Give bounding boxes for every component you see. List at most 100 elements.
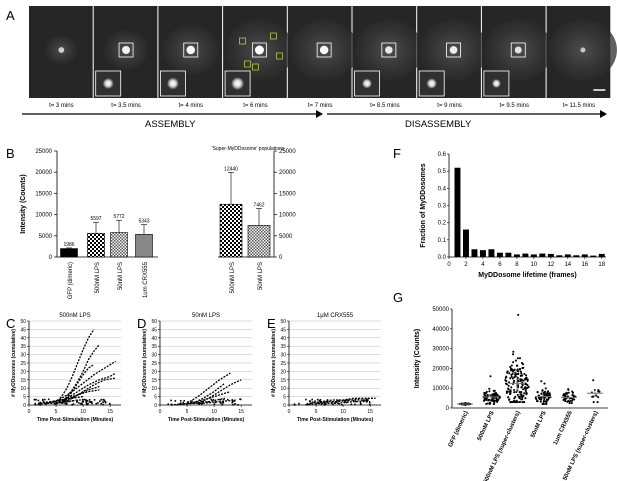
data-label: 5343 xyxy=(138,219,149,225)
series-line xyxy=(50,360,116,404)
bar xyxy=(60,248,78,258)
x-tick-label: 10 xyxy=(340,409,346,415)
bar xyxy=(505,252,512,257)
series-point xyxy=(45,403,47,406)
panel-b-bar-chart: 0 5000 10000 15000 20000 25000 Intensity (Coun… xyxy=(20,146,296,299)
data-point xyxy=(516,379,520,382)
series-point xyxy=(210,398,213,401)
x-tick-label: 0 xyxy=(28,409,31,415)
data-point xyxy=(567,391,570,394)
y-tick-label: 5000 xyxy=(39,234,53,240)
y-tick-label: 0.4 xyxy=(438,186,447,192)
y-tick-label: 0 xyxy=(446,406,450,412)
series-point xyxy=(357,398,360,400)
roi-box xyxy=(381,42,397,58)
frame-time-label: t= 3.5 mins xyxy=(111,103,141,109)
series-point xyxy=(226,398,229,401)
y-tick-label: 25 xyxy=(280,361,286,367)
data-point xyxy=(523,401,526,404)
series-point xyxy=(39,401,42,404)
series-point xyxy=(354,398,357,401)
bar xyxy=(590,255,597,257)
panel-a-image-strip: t= 3 mins t= 3.5 mins t= 4 mins t= 6 mins t=… xyxy=(29,6,617,109)
series-point xyxy=(221,402,224,404)
data-point xyxy=(525,393,528,396)
data-point xyxy=(535,398,538,401)
roi-box xyxy=(118,42,134,58)
data-point xyxy=(564,398,567,401)
series-point xyxy=(61,400,64,402)
data-point xyxy=(508,372,511,375)
data-point xyxy=(517,370,520,373)
data-point xyxy=(496,400,499,404)
y-tick-label: 0.0 xyxy=(438,255,447,261)
data-point xyxy=(562,398,566,401)
data-point xyxy=(495,392,498,396)
disassembly-label: DISASSEMBLY xyxy=(405,119,472,130)
series-line xyxy=(60,344,100,404)
data-point xyxy=(516,401,519,404)
data-point xyxy=(512,361,515,364)
series-point xyxy=(344,399,347,402)
y-tick-label: 15 xyxy=(151,378,157,384)
bar xyxy=(471,249,478,257)
y-tick-label: 10000 xyxy=(279,213,296,219)
series-point xyxy=(42,401,45,403)
series-point xyxy=(344,400,346,403)
x-tick-label: 500nM LPS xyxy=(95,262,101,293)
bar xyxy=(564,254,571,257)
y-tick-label: 0.6 xyxy=(438,152,447,158)
bar xyxy=(87,232,105,258)
y-tick-label: 30 xyxy=(20,353,26,359)
myddosome-spot xyxy=(514,46,522,54)
series-point xyxy=(95,402,98,405)
series-point xyxy=(334,401,336,404)
y-tick-label: 0.1 xyxy=(438,238,447,244)
data-point xyxy=(488,390,491,393)
series-point xyxy=(331,401,333,403)
data-point xyxy=(496,394,499,397)
data-point xyxy=(541,389,544,392)
series-point xyxy=(179,402,182,404)
panel-label-a: A xyxy=(6,8,15,23)
panel-d-line-chart: 0 5 10 15 20 25 30 35 40 45 50 0 5 10 15 50nM LPS Time P… xyxy=(142,313,252,423)
y-tick-label: 35 xyxy=(280,344,286,350)
data-label: 12440 xyxy=(224,166,238,172)
data-point xyxy=(544,400,547,403)
data-point xyxy=(487,399,490,402)
data-label: 5772 xyxy=(113,214,124,220)
series-line xyxy=(176,397,226,406)
data-point xyxy=(542,402,545,405)
series-point xyxy=(93,399,96,401)
data-point xyxy=(504,382,508,385)
x-axis-label: MyDDosome lifetime (frames) xyxy=(478,272,576,279)
panel-label-f: F xyxy=(393,146,401,161)
data-point xyxy=(520,398,523,401)
series-point xyxy=(44,398,46,401)
frame-time-label: t= 4 mins xyxy=(178,103,203,109)
x-tick-label: 1um CRX555 xyxy=(553,410,574,446)
y-tick-label: 0 xyxy=(279,255,283,261)
y-tick-label: 5 xyxy=(283,395,286,401)
y-tick-label: 20 xyxy=(20,369,26,375)
series-point xyxy=(98,400,101,403)
data-point xyxy=(524,389,527,392)
micrograph-frame xyxy=(481,6,553,98)
data-point xyxy=(526,378,529,381)
myddosome-spot xyxy=(319,45,329,55)
series-point xyxy=(316,398,319,401)
series-line xyxy=(186,372,231,404)
series-point xyxy=(366,398,368,401)
data-point xyxy=(518,357,522,360)
series-point xyxy=(234,403,236,405)
series-point xyxy=(346,398,348,401)
micrograph-frame xyxy=(158,6,223,98)
series-point xyxy=(341,404,343,406)
data-point xyxy=(525,391,528,394)
series-point xyxy=(207,401,209,403)
y-tick-label: 15000 xyxy=(279,191,296,197)
x-tick-label: 5 xyxy=(55,409,58,415)
y-tick-label: 20 xyxy=(151,369,157,375)
data-point xyxy=(497,398,500,401)
